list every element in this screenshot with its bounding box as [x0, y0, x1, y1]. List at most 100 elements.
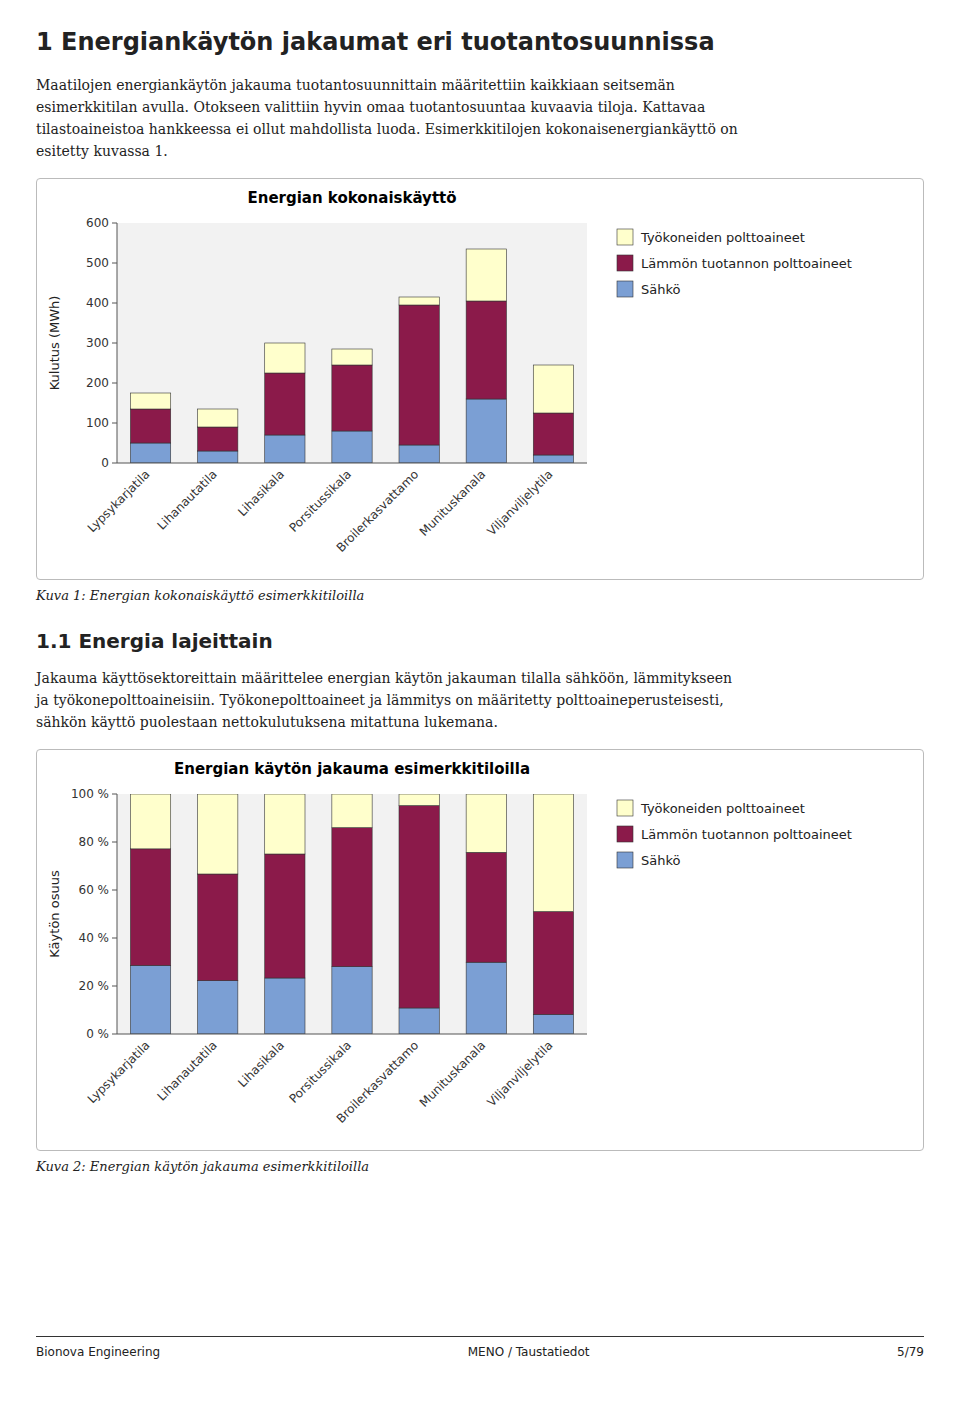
legend-label: Lämmön tuotannon polttoaineet [641, 827, 852, 842]
y-tick [112, 938, 117, 939]
bar [332, 794, 372, 828]
bars [130, 249, 573, 463]
y-tick [112, 223, 117, 224]
chart: Energian käytön jakauma esimerkkitiloill… [37, 750, 923, 1150]
plot-background [117, 223, 587, 463]
bar [332, 431, 372, 463]
y-tick [112, 1034, 117, 1035]
legend-label: Työkoneiden polttoaineet [640, 801, 805, 816]
bar [399, 794, 439, 806]
bar [466, 852, 506, 962]
x-tick-label: Porsitussikala [287, 1038, 355, 1106]
bar [533, 365, 573, 413]
bar [265, 794, 305, 854]
bar [533, 413, 573, 455]
page: 1 Energiankäytön jakaumat eri tuotantosu… [0, 0, 960, 1174]
y-tick [112, 263, 117, 264]
body-text: Jakauma käyttösektoreittain määrittelee … [36, 667, 924, 689]
x-tick-label: Lihasikala [235, 1038, 287, 1090]
y-axis-label: Kulutus (MWh) [47, 296, 62, 391]
bar [466, 249, 506, 301]
y-tick [112, 794, 117, 795]
bar [399, 806, 439, 1008]
bar [399, 297, 439, 305]
y-tick-label: 80 % [79, 835, 110, 849]
bars [130, 794, 573, 1034]
x-tick-label: Lypsykarjatila [85, 1038, 153, 1106]
y-tick [112, 890, 117, 891]
y-tick-label: 100 % [71, 787, 109, 801]
y-tick-label: 200 [86, 376, 109, 390]
x-axis [117, 1034, 587, 1035]
section-title: 1.1 Energia lajeittain [36, 629, 924, 653]
bar [198, 427, 238, 451]
y-tick [112, 383, 117, 384]
bar [533, 455, 573, 463]
bar [130, 409, 170, 443]
bar [198, 794, 238, 874]
body-text: esimerkkitilan avulla. Otokseen valittii… [36, 96, 924, 118]
bar [265, 373, 305, 435]
y-tick-label: 0 % [86, 1027, 109, 1041]
bar [198, 409, 238, 427]
y-tick-label: 40 % [79, 931, 110, 945]
bar [265, 854, 305, 978]
legend: Työkoneiden polttoaineet Lämmön tuotannon… [617, 229, 852, 297]
legend-label: Työkoneiden polttoaineet [640, 230, 805, 245]
bar [533, 794, 573, 912]
bar [466, 399, 506, 463]
caption: Kuva 2: Energian käytön jakauma esimerkk… [36, 1159, 924, 1174]
legend-label: Lämmön tuotannon polttoaineet [641, 256, 852, 271]
legend-label: Sähkö [641, 853, 681, 868]
bar [130, 965, 170, 1034]
bar [399, 445, 439, 463]
body-text: sähkön käyttö puolestaan nettokulutuksen… [36, 711, 924, 733]
bar [265, 978, 305, 1034]
y-axis-label: Käytön osuus [47, 870, 62, 958]
y-tick-label: 0 [101, 456, 109, 470]
footer: Bionova EngineeringMENO / Taustatiedot5/… [36, 1336, 924, 1359]
bar [399, 1008, 439, 1034]
legend-swatch [617, 281, 633, 297]
bar [332, 349, 372, 365]
bar [466, 301, 506, 399]
body-text: esitetty kuvassa 1. [36, 140, 924, 162]
bar [130, 443, 170, 463]
body-text: Maatilojen energiankäytön jakauma tuotan… [36, 74, 924, 96]
bar [533, 912, 573, 1015]
chart-title: Energian käytön jakauma esimerkkitiloill… [174, 760, 530, 778]
x-tick-label: Lihanautatila [155, 467, 220, 532]
legend-swatch [617, 255, 633, 271]
x-tick-label: Munituskanala [417, 467, 489, 539]
bar [265, 435, 305, 463]
bar [198, 451, 238, 463]
y-axis [117, 223, 118, 463]
footer-right: 5/79 [897, 1345, 924, 1359]
y-tick [112, 842, 117, 843]
x-tick-label: Lihasikala [235, 467, 287, 519]
x-tick-label: Porsitussikala [287, 467, 355, 535]
bar [399, 305, 439, 445]
footer-center: MENO / Taustatiedot [468, 1345, 590, 1359]
y-tick-label: 60 % [79, 883, 110, 897]
y-tick [112, 423, 117, 424]
x-tick-label: Broilerkasvattamo [334, 467, 422, 555]
bar [130, 393, 170, 409]
bar [332, 365, 372, 431]
y-tick [112, 343, 117, 344]
body-text: ja työkonepolttoaineisiin. Työkonepoltto… [36, 689, 924, 711]
bar [533, 1014, 573, 1034]
legend-swatch [617, 852, 633, 868]
x-axis [117, 463, 587, 464]
y-tick-label: 500 [86, 256, 109, 270]
bar [332, 828, 372, 967]
body-text: tilastoaineistoa hankkeessa ei ollut mah… [36, 118, 924, 140]
bar [466, 794, 506, 852]
legend-label: Sähkö [641, 282, 681, 297]
x-tick-label: Lypsykarjatila [85, 467, 153, 535]
legend-swatch [617, 229, 633, 245]
chart-box: Energian kokonaiskäyttö01002003004005006… [36, 178, 924, 580]
bar [130, 794, 170, 849]
y-tick-label: 300 [86, 336, 109, 350]
y-tick-label: 100 [86, 416, 109, 430]
